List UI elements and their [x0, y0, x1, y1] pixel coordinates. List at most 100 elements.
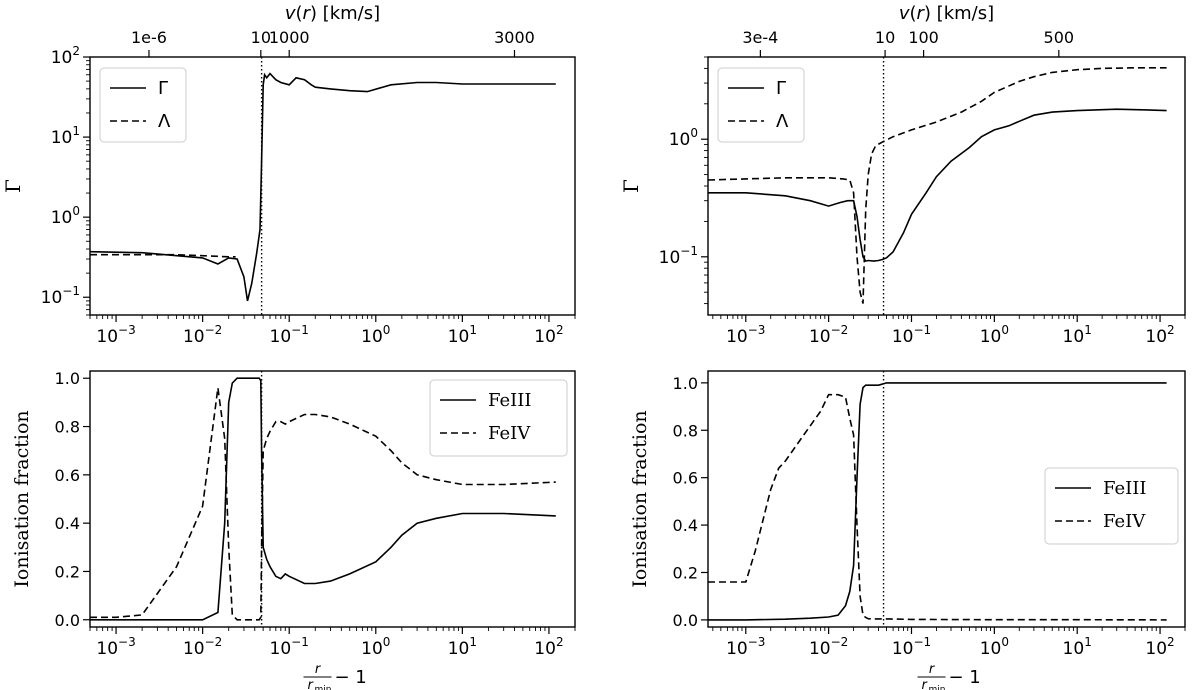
- x-tick-label: 102: [1145, 323, 1174, 347]
- y-axis-label: Ionisation fraction: [11, 410, 33, 587]
- series-group: [708, 57, 1167, 315]
- panel-tl: 10−3 10−2 10−1 100 101 102 10−1 100 101 102 Γ 1e-6 1…: [1, 3, 576, 347]
- x-tick-label: 10−2: [809, 323, 848, 347]
- x-tick-label: 10−1: [892, 635, 931, 659]
- y-tick-label: 101: [51, 124, 80, 148]
- top-tick-label: 1e-6: [131, 28, 167, 47]
- x-tick-label: 10−3: [726, 635, 765, 659]
- y-axis-label: Ionisation fraction: [629, 410, 651, 587]
- series-line-FeIV: [90, 387, 556, 621]
- legend-label-Γ: Γ: [158, 78, 168, 99]
- legend: FeIII FeIV: [1044, 467, 1179, 545]
- legend-label-FeIII: FeIII: [488, 390, 532, 411]
- top-axis-label: v(r) [km/s]: [899, 3, 994, 24]
- legend-box: [99, 67, 187, 143]
- series-line-Λ: [708, 67, 1167, 304]
- legend-label-Γ: Γ: [776, 78, 786, 99]
- y-tick-label: 1.0: [55, 369, 80, 388]
- x-tick-label: 10−3: [96, 323, 135, 347]
- x-tick-label: 10−2: [183, 635, 222, 659]
- axes-frame: [707, 370, 1186, 628]
- x-label-rest: − 1: [335, 667, 367, 688]
- axes-frame: [89, 370, 576, 628]
- legend-box: [717, 67, 805, 143]
- y-axis-label: Γ: [1, 179, 25, 193]
- y-tick-label: 0.6: [673, 469, 698, 488]
- panel-br: 10−3 10−2 10−1 100 101 102 0.0 0.2 0.4 0.6 0.8 1.0 I…: [629, 370, 1186, 690]
- x-tick-label: 101: [1063, 635, 1092, 659]
- x-label-subscript: min: [929, 685, 946, 690]
- y-tick-label: 0.8: [673, 421, 698, 440]
- series-group: [90, 57, 556, 315]
- top-tick-label: 500: [1044, 28, 1075, 47]
- top-axis-label: v(r) [km/s]: [285, 3, 380, 24]
- y-tick-label: 0.8: [55, 418, 80, 437]
- x-tick-label: 10−1: [270, 635, 309, 659]
- y-tick-label: 0.6: [55, 466, 80, 485]
- x-tick-label: 100: [361, 635, 390, 659]
- x-axis-label: rr min − 1: [303, 662, 367, 690]
- x-tick-label: 102: [534, 635, 563, 659]
- y-axis-label: Γ: [619, 179, 643, 193]
- series-line-Γ: [90, 72, 556, 302]
- y-tick-label: 102: [51, 44, 80, 68]
- legend: FeIII FeIV: [429, 379, 568, 457]
- x-label-denominator: r: [922, 678, 929, 690]
- series-line-FeIII: [90, 377, 556, 621]
- x-tick-label: 100: [361, 323, 390, 347]
- series-line-Γ: [708, 108, 1167, 263]
- y-tick-label: 0.4: [673, 516, 698, 535]
- y-tick-label: 1.0: [673, 374, 698, 393]
- x-label-rest: − 1: [949, 667, 981, 688]
- x-tick-label: 10−2: [809, 635, 848, 659]
- x-tick-label: 10−1: [270, 323, 309, 347]
- legend-label-FeIV: FeIV: [488, 423, 531, 444]
- legend: ΓΛ: [99, 67, 187, 143]
- x-axis-label: rr min − 1: [917, 662, 981, 690]
- y-tick-label: 0.2: [673, 563, 698, 582]
- axes-frame: [89, 56, 576, 316]
- series-group: [90, 371, 556, 627]
- x-tick-label: 101: [448, 635, 477, 659]
- panel-tr: 10−3 10−2 10−1 100 101 102 10−1 100 Γ 3e-4 10 100 50…: [619, 3, 1186, 347]
- x-label-subscript: min: [315, 685, 332, 690]
- series-line-FeIV: [708, 393, 1167, 621]
- top-tick-label: 3000: [494, 28, 535, 47]
- y-tick-label: 100: [51, 204, 80, 228]
- legend-box: [429, 379, 568, 457]
- top-tick-label: 10: [251, 28, 271, 47]
- x-label-numerator: r: [315, 662, 322, 677]
- legend-label-Λ: Λ: [158, 111, 171, 132]
- x-tick-label: 10−2: [183, 323, 222, 347]
- x-tick-label: 101: [448, 323, 477, 347]
- y-tick-label: 10−1: [41, 284, 80, 308]
- x-label-denominator: r: [308, 678, 315, 690]
- x-tick-label: 100: [980, 323, 1009, 347]
- panel-bl: 10−3 10−2 10−1 100 101 102 0.0 0.2 0.4 0.6 0.8 1.0 I…: [11, 369, 576, 690]
- y-tick-label: 0.0: [55, 611, 80, 630]
- x-tick-label: 102: [1145, 635, 1174, 659]
- top-tick-label: 100: [908, 28, 939, 47]
- legend-label-Λ: Λ: [776, 111, 789, 132]
- top-tick-label: 3e-4: [742, 28, 778, 47]
- y-tick-label: 0.4: [55, 514, 80, 533]
- legend-box: [1044, 467, 1179, 545]
- x-tick-label: 101: [1063, 323, 1092, 347]
- x-label-numerator: r: [929, 662, 936, 677]
- legend-label-FeIII: FeIII: [1103, 478, 1147, 499]
- series-group: [708, 371, 1167, 627]
- y-tick-label: 100: [669, 126, 698, 150]
- x-tick-label: 102: [534, 323, 563, 347]
- y-tick-label: 10−1: [659, 244, 698, 268]
- top-tick-label: 1000: [269, 28, 310, 47]
- series-line-FeIII: [708, 382, 1167, 621]
- legend-label-FeIV: FeIV: [1103, 511, 1146, 532]
- x-tick-label: 100: [980, 635, 1009, 659]
- x-tick-label: 10−3: [96, 635, 135, 659]
- y-tick-label: 0.2: [55, 562, 80, 581]
- top-tick-label: 10: [875, 28, 895, 47]
- x-tick-label: 10−1: [892, 323, 931, 347]
- y-tick-label: 0.0: [673, 611, 698, 630]
- legend: ΓΛ: [717, 67, 805, 143]
